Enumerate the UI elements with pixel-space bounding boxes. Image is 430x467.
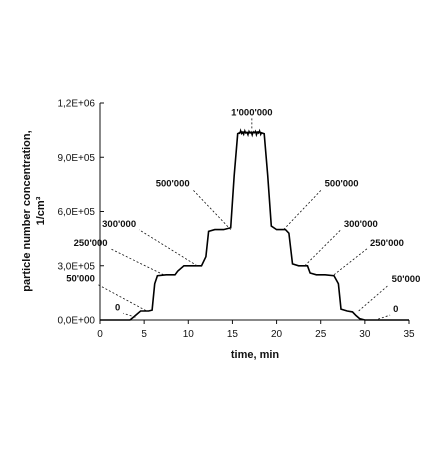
annotation-leader <box>304 229 342 267</box>
x-tick-label: 30 <box>359 329 371 340</box>
x-tick-label: 15 <box>227 329 239 340</box>
annotation-label: 250'000 <box>370 238 404 249</box>
x-tick-label: 0 <box>97 329 103 340</box>
plateau-noise <box>238 128 263 138</box>
annotation-leader <box>358 284 389 312</box>
annotation-label: 300'000 <box>102 219 136 230</box>
annotation-label: 250'000 <box>74 238 108 249</box>
x-ticks: 0 5 10 15 20 25 30 35 <box>97 320 415 340</box>
annotation-leader <box>333 248 368 276</box>
annotation-leader <box>138 229 198 267</box>
x-tick-label: 25 <box>315 329 327 340</box>
y-tick-label: 3,0E+05 <box>57 261 95 272</box>
annotation-label: 500'000 <box>325 179 359 190</box>
y-tick-label: 9,0E+05 <box>57 153 95 164</box>
annotation-leader <box>377 314 391 320</box>
annotation-label: 1'000'000 <box>231 107 273 118</box>
y-axis-title-line1: particle number concentration, <box>21 130 33 291</box>
annotation-leader <box>110 248 164 276</box>
y-axis-title-line2: 1/cm³ <box>35 196 47 225</box>
annotation-label: 50'000 <box>66 274 95 285</box>
x-tick-label: 20 <box>271 329 283 340</box>
x-tick-label: 10 <box>183 329 195 340</box>
y-ticks: 0,0E+00 3,0E+05 6,0E+05 9,0E+05 1,2E+06 <box>57 99 104 327</box>
y-axis-title: particle number concentration, 1/cm³ <box>21 130 47 291</box>
annotation-leader <box>283 189 322 230</box>
y-tick-label: 0,0E+00 <box>57 316 95 327</box>
annotation-label: 300'000 <box>344 219 378 230</box>
y-tick-label: 6,0E+05 <box>57 207 95 218</box>
x-tick-label: 35 <box>403 329 415 340</box>
annotation-label: 0 <box>393 304 398 315</box>
annotation-label: 50'000 <box>392 274 421 285</box>
plot-area: 0,0E+00 3,0E+05 6,0E+05 9,0E+05 1,2E+06 0 5 10… <box>57 99 420 341</box>
annotation-label: 500'000 <box>156 179 190 190</box>
x-axis-title: time, min <box>231 349 280 361</box>
annotation-leader <box>97 284 147 311</box>
series-layer <box>100 128 409 321</box>
annotation-leader <box>192 189 231 230</box>
annotation-leader <box>123 312 136 318</box>
annotation-label: 0 <box>115 302 120 313</box>
y-tick-label: 1,2E+06 <box>57 99 95 110</box>
x-tick-label: 5 <box>141 329 147 340</box>
annotation-layer: 0 50'000 250'000 300'000 500'000 1'000'000 500… <box>66 107 421 320</box>
